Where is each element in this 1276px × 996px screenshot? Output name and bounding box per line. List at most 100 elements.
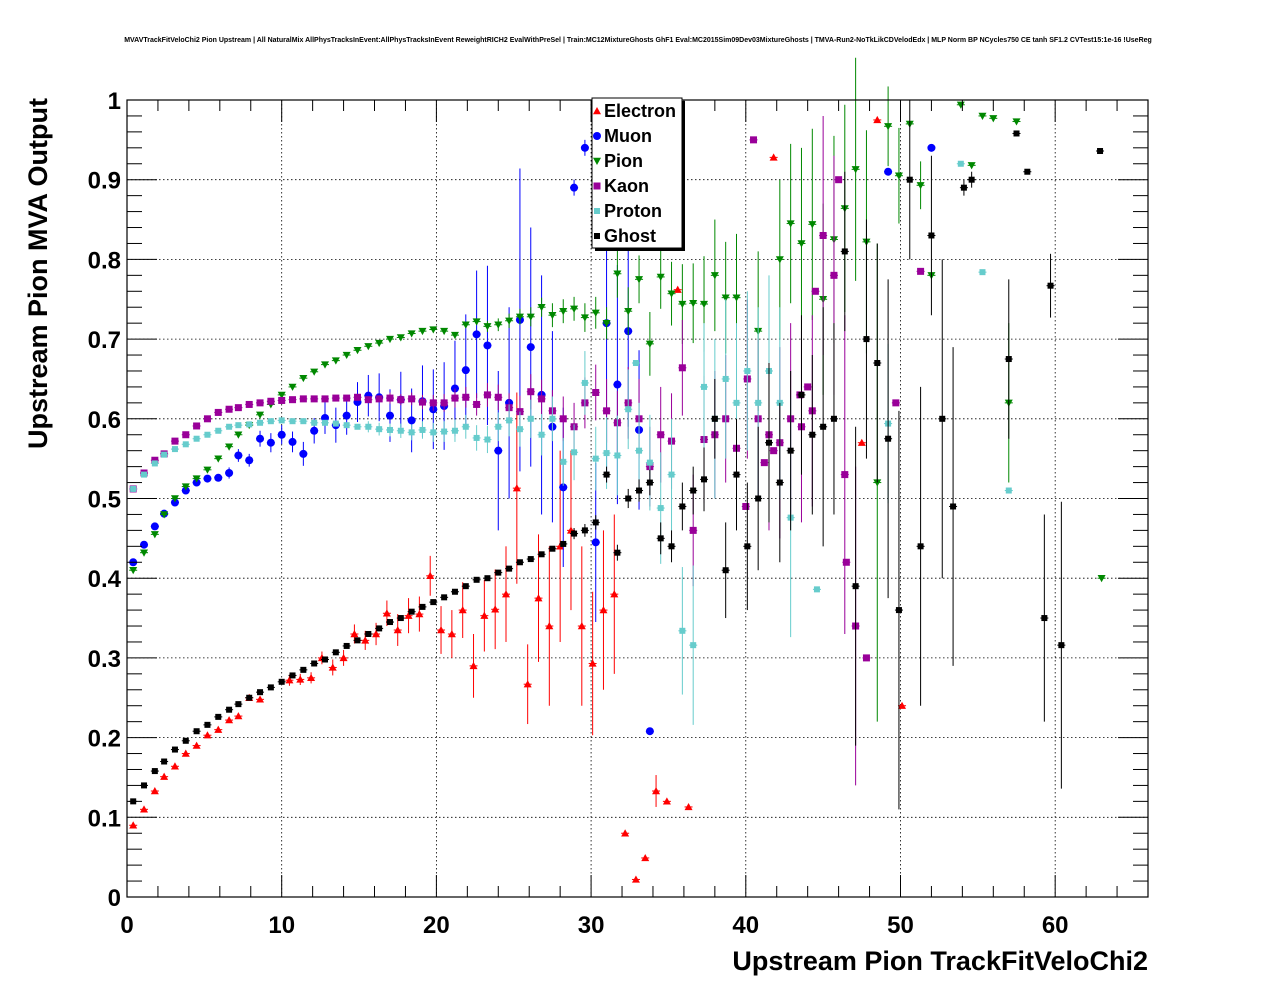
legend-marker-kaon [593,182,601,190]
data-point-ghost [830,415,837,422]
data-point-kaon [917,267,925,275]
legend-label-proton: Proton [604,201,662,221]
data-point-ghost [538,551,545,558]
data-point-proton [560,458,567,465]
data-point-pion [989,115,998,123]
data-point-pion [967,162,976,170]
data-point-proton [289,418,296,425]
data-point-muon [526,343,535,352]
data-point-muon [927,143,936,152]
data-point-electron [662,797,671,805]
data-point-electron [447,629,456,638]
data-point-kaon [462,393,470,401]
data-point-proton [473,434,480,441]
data-point-muon [150,522,159,531]
data-point-ghost [506,565,513,572]
data-point-kaon [559,415,567,423]
data-point-pion [635,276,644,284]
data-point-kaon [770,447,778,455]
data-point-kaon [386,394,394,402]
data-point-pion [225,443,234,451]
data-point-electron [502,590,511,598]
data-point-muon [570,183,579,192]
data-point-pion [613,270,622,278]
data-point-kaon [538,395,546,403]
data-point-ghost [711,415,718,422]
data-point-kaon [343,394,351,402]
data-point-ghost [322,656,329,663]
y-tick-label: 0.5 [88,487,121,514]
data-point-proton [679,627,686,634]
data-point-kaon [842,558,850,566]
data-point-pion [667,290,676,298]
data-point-ghost [809,431,816,438]
legend-marker-proton [594,208,600,214]
data-point-electron [898,701,907,709]
data-point-ghost [636,487,643,494]
legend-marker-pion [593,157,601,165]
data-point-ghost [776,479,783,486]
data-point-pion [1097,575,1106,583]
data-point-proton [311,419,318,426]
data-point-electron [652,786,661,795]
data-point-kaon [256,399,264,407]
data-point-electron [372,629,381,638]
data-point-pion [342,351,351,360]
data-point-ghost [657,535,664,542]
data-point-ghost [755,495,762,502]
series-electron [129,115,907,883]
data-point-pion [214,455,223,463]
data-point-pion [775,256,784,264]
data-point-kaon [830,271,838,279]
data-point-ghost [841,248,848,255]
data-point-ghost [1005,356,1012,363]
data-point-ghost [289,672,296,679]
data-point-electron [150,786,159,795]
data-point-ghost [874,360,881,367]
data-point-pion [721,294,730,302]
data-point-proton [182,441,189,448]
data-point-pion [732,294,741,302]
data-point-muon [256,434,265,443]
data-point-muon [645,727,654,736]
data-point-pion [505,317,514,325]
data-point-ghost [1041,615,1048,622]
data-point-ghost [257,689,264,696]
data-point-ghost [182,737,189,744]
data-point-proton [141,471,148,478]
data-point-pion [916,182,925,190]
data-point-ghost [939,415,946,422]
data-point-kaon [603,407,611,415]
data-point-pion [548,311,557,320]
data-point-kaon [835,176,843,184]
data-point-ghost [787,447,794,454]
data-point-ghost [386,619,393,626]
y-tick-label: 0.6 [88,407,121,434]
data-point-ghost [278,678,285,685]
data-point-ghost [863,336,870,343]
x-tick-label: 30 [578,912,605,939]
data-point-ghost [668,543,675,550]
data-point-muon [559,483,568,492]
data-point-kaon [451,394,459,402]
data-point-ghost [343,642,350,649]
data-point-pion [786,220,795,228]
data-point-electron [361,636,370,644]
data-point-electron [480,611,489,619]
data-point-kaon [299,395,307,403]
data-point-muon [214,473,223,482]
data-point-kaon [364,396,372,404]
data-point-electron [192,741,201,749]
data-point-electron [160,772,169,780]
data-point-pion [277,391,286,399]
data-point-ghost [603,471,610,478]
data-point-pion [537,304,546,312]
data-point-proton [549,415,556,422]
data-point-electron [426,571,435,580]
data-point-proton [957,160,964,167]
data-point-muon [266,438,275,447]
data-point-ghost [646,479,653,486]
data-point-pion [645,340,654,348]
data-point-ghost [968,176,975,183]
